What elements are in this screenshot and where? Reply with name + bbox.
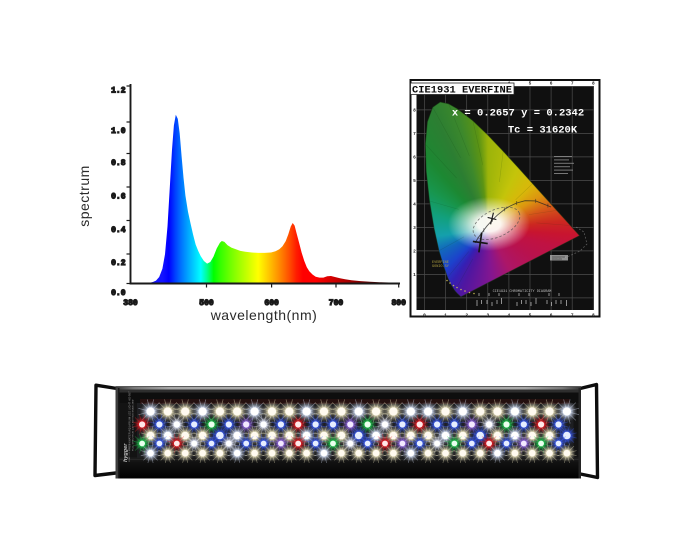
svg-text:x = 0.2657 y = 0.2342: x = 0.2657 y = 0.2342 bbox=[452, 108, 584, 120]
svg-text:5: 5 bbox=[529, 81, 532, 87]
svg-text:0.8: 0.8 bbox=[111, 159, 126, 168]
svg-text:5: 5 bbox=[413, 178, 416, 184]
svg-text:4: 4 bbox=[508, 313, 511, 319]
svg-text:1: 1 bbox=[444, 313, 447, 319]
svg-text:1: 1 bbox=[413, 272, 416, 278]
svg-text:700: 700 bbox=[329, 299, 344, 308]
svg-text:SMART LED SYSTEM: SMART LED SYSTEM bbox=[128, 443, 131, 462]
svg-text:7: 7 bbox=[571, 313, 574, 319]
svg-text:0.2: 0.2 bbox=[111, 259, 126, 268]
svg-text:8: 8 bbox=[592, 81, 595, 87]
svg-text:7: 7 bbox=[571, 81, 574, 87]
svg-text:8: 8 bbox=[592, 313, 595, 319]
svg-text:GONIO.SY: GONIO.SY bbox=[432, 265, 450, 269]
svg-text:7: 7 bbox=[413, 131, 416, 137]
svg-text:FRESHWATER AQUARIUM LED LIGHT: FRESHWATER AQUARIUM LED LIGHT HG-957 bbox=[129, 391, 132, 451]
svg-text:3: 3 bbox=[413, 225, 416, 231]
svg-text:EVERFINE: EVERFINE bbox=[432, 261, 449, 265]
svg-text:4: 4 bbox=[413, 201, 416, 207]
svg-text:3: 3 bbox=[486, 313, 489, 319]
svg-text:CIE1931 EVERFINE: CIE1931 EVERFINE bbox=[412, 85, 512, 97]
svg-text:2: 2 bbox=[413, 248, 416, 254]
svg-text:600: 600 bbox=[264, 299, 279, 308]
svg-text:0.0: 0.0 bbox=[111, 289, 126, 298]
svg-text:CIE1931 CHROMATICITY DIAGRAM: CIE1931 CHROMATICITY DIAGRAM bbox=[493, 290, 552, 294]
svg-text:Tc = 31620K: Tc = 31620K bbox=[508, 125, 578, 137]
svg-text:0: 0 bbox=[423, 313, 426, 319]
svg-text:2: 2 bbox=[465, 313, 468, 319]
svg-text:spectrum: spectrum bbox=[76, 165, 92, 227]
svg-text:0.4: 0.4 bbox=[111, 226, 126, 235]
svg-text:8: 8 bbox=[413, 107, 416, 113]
svg-text:1.0: 1.0 bbox=[111, 127, 126, 136]
svg-text:380: 380 bbox=[123, 299, 138, 308]
svg-text:5: 5 bbox=[529, 313, 532, 319]
svg-text:800: 800 bbox=[391, 299, 406, 308]
svg-text:500: 500 bbox=[199, 299, 214, 308]
svg-text:hygger: hygger bbox=[123, 443, 129, 462]
svg-text:6: 6 bbox=[550, 313, 553, 319]
svg-text:6: 6 bbox=[550, 81, 553, 87]
svg-text:FULL SPECTRUM 24/7 LIGHTING MO: FULL SPECTRUM 24/7 LIGHTING MODE 28W bbox=[133, 399, 135, 451]
svg-text:1.2: 1.2 bbox=[111, 86, 126, 95]
svg-text:6: 6 bbox=[413, 154, 416, 160]
svg-text:wavelength(nm): wavelength(nm) bbox=[210, 307, 318, 323]
svg-text:0.6: 0.6 bbox=[111, 192, 126, 201]
